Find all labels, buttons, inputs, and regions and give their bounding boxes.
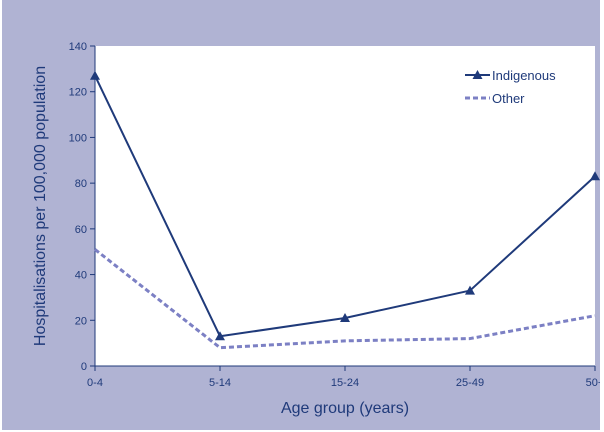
y-tick-label: 60 <box>75 224 87 236</box>
x-tick-label: 25-49 <box>456 377 484 389</box>
data-point-indigenous <box>340 313 350 322</box>
x-tick-label: 5-14 <box>209 377 231 389</box>
legend-label-indigenous: Indigenous <box>492 68 556 83</box>
series-line-other <box>94 248 596 350</box>
data-point-indigenous <box>215 331 225 341</box>
x-tick-label: 0-4 <box>87 377 103 389</box>
x-tick-label: 50+ <box>586 377 600 389</box>
y-axis-title: Hospitalisations per 100,000 population <box>32 66 49 346</box>
y-axis-ticks: 0 20 40 60 80 100 120 140 <box>69 41 95 373</box>
y-tick-label: 0 <box>81 361 87 373</box>
data-point-indigenous <box>90 70 100 80</box>
y-tick-label: 20 <box>75 315 87 327</box>
data-point-indigenous <box>590 171 600 181</box>
y-tick-label: 40 <box>75 270 87 282</box>
series-group <box>90 70 600 350</box>
plot-area <box>95 46 595 366</box>
legend-marker-indigenous <box>472 70 483 79</box>
y-tick-label: 120 <box>69 87 87 99</box>
x-axis-ticks: 0-4 5-14 15-24 25-49 50+ <box>87 366 600 389</box>
x-tick-label: 15-24 <box>331 377 359 389</box>
y-tick-label: 140 <box>69 41 87 53</box>
y-tick-label: 100 <box>69 132 87 144</box>
legend-label-other: Other <box>492 91 525 106</box>
data-point-indigenous <box>465 285 475 295</box>
legend: Indigenous Other <box>465 68 556 106</box>
y-tick-label: 80 <box>75 178 87 190</box>
x-axis-title: Age group (years) <box>281 400 409 417</box>
